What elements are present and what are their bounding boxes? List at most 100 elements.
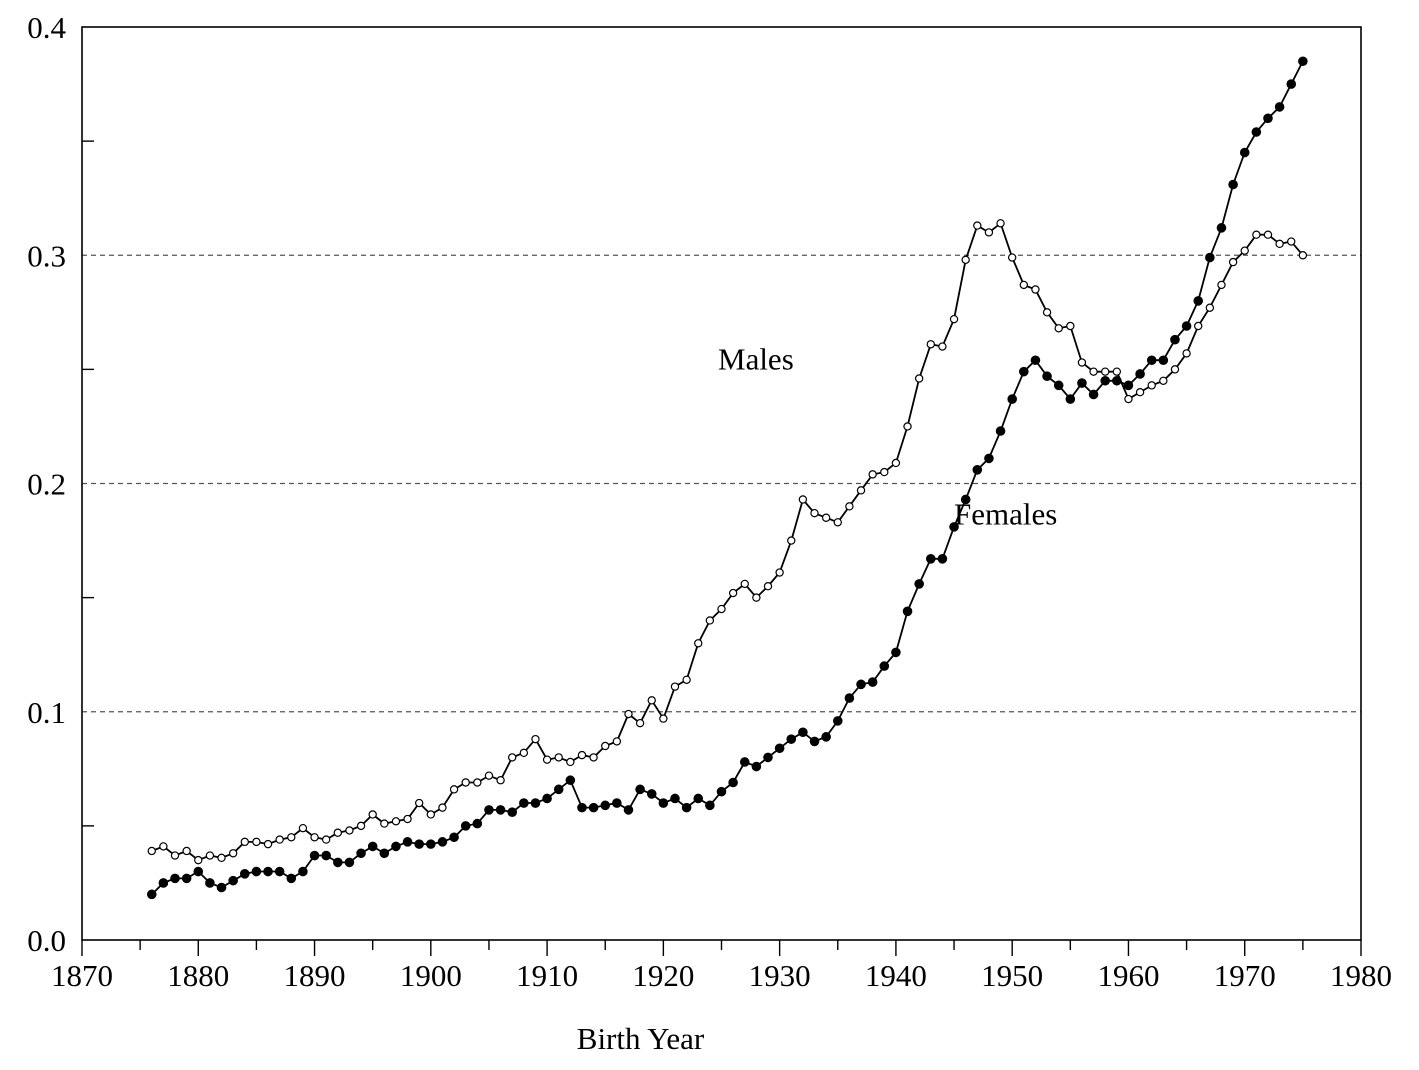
point-males-1896 (380, 819, 389, 828)
point-males-1974 (1287, 237, 1296, 246)
point-males-1955 (1066, 321, 1075, 331)
point-males-1925 (717, 604, 726, 614)
point-males-1895 (368, 810, 377, 819)
point-males-1890 (310, 833, 319, 842)
point-females-1889 (298, 866, 308, 877)
point-females-1883 (228, 875, 238, 886)
point-females-1942 (914, 579, 924, 589)
x-tick-label-1980: 1980 (1330, 958, 1392, 993)
point-females-1882 (216, 882, 227, 893)
point-males-1957 (1089, 367, 1098, 376)
point-males-1975 (1298, 251, 1308, 260)
point-males-1960 (1124, 394, 1133, 404)
point-males-1972 (1263, 230, 1273, 239)
point-males-1880 (194, 855, 203, 865)
point-males-1910 (542, 755, 552, 764)
point-females-1909 (530, 798, 541, 808)
point-males-1898 (403, 814, 412, 824)
point-males-1938 (868, 470, 877, 479)
point-females-1921 (670, 793, 680, 804)
point-males-1884 (240, 837, 249, 847)
y-tick-label-0.2: 0.2 (27, 467, 66, 502)
point-females-1926 (728, 777, 738, 788)
point-females-1931 (786, 734, 797, 744)
point-females-1919 (646, 789, 657, 799)
point-females-1918 (635, 784, 645, 795)
point-males-1937 (856, 486, 866, 495)
point-males-1922 (682, 675, 691, 684)
point-females-1947 (972, 465, 983, 475)
point-males-1924 (705, 616, 715, 625)
point-males-1916 (612, 737, 622, 746)
point-males-1949 (996, 219, 1005, 228)
point-females-1955 (1065, 394, 1076, 404)
point-females-1893 (344, 857, 355, 868)
point-females-1901 (437, 837, 448, 847)
point-males-1967 (1205, 303, 1215, 312)
point-females-1963 (1158, 355, 1169, 366)
point-females-1968 (1216, 223, 1227, 233)
point-females-1943 (925, 554, 936, 564)
point-males-1919 (647, 696, 656, 705)
point-females-1920 (658, 798, 669, 808)
x-tick-label-1890: 1890 (284, 958, 346, 993)
point-females-1951 (1019, 366, 1029, 377)
point-females-1905 (484, 805, 494, 815)
point-females-1936 (844, 693, 855, 703)
point-males-1968 (1217, 280, 1226, 290)
series (146, 56, 1308, 900)
annotation-males: Males (718, 341, 794, 376)
point-females-1946 (960, 494, 971, 505)
point-males-1973 (1275, 239, 1284, 249)
point-males-1923 (694, 639, 703, 648)
point-females-1953 (1042, 371, 1052, 382)
point-females-1886 (263, 866, 273, 877)
point-males-1950 (1007, 253, 1017, 262)
x-tick-label-1950: 1950 (981, 958, 1043, 993)
point-males-1886 (263, 839, 273, 849)
point-females-1930 (774, 743, 785, 754)
point-females-1891 (321, 850, 331, 861)
point-males-1942 (914, 374, 924, 383)
point-males-1879 (182, 846, 191, 856)
point-females-1966 (1193, 296, 1204, 306)
point-males-1900 (426, 810, 436, 819)
point-males-1956 (1077, 358, 1087, 367)
point-females-1969 (1228, 179, 1238, 190)
x-tick-label-1910: 1910 (516, 958, 578, 993)
x-axis-title: Birth Year (577, 1021, 705, 1056)
point-females-1922 (681, 802, 692, 813)
point-males-1952 (1031, 285, 1040, 294)
point-females-1899 (414, 839, 424, 849)
point-males-1915 (601, 741, 610, 751)
point-females-1928 (751, 761, 762, 772)
x-tick-label-1880: 1880 (167, 958, 229, 993)
point-males-1882 (217, 853, 226, 863)
point-females-1948 (984, 453, 994, 464)
point-males-1933 (810, 508, 819, 518)
point-males-1917 (624, 709, 633, 719)
point-females-1898 (402, 837, 413, 847)
point-males-1928 (752, 593, 761, 602)
point-males-1936 (845, 502, 854, 511)
y-tick-label-0.0: 0.0 (27, 923, 66, 958)
point-males-1959 (1112, 367, 1122, 376)
x-tick-label-1940: 1940 (865, 958, 927, 993)
y-tick-label-0.1: 0.1 (27, 695, 66, 730)
point-females-1973 (1274, 102, 1285, 112)
point-females-1915 (600, 800, 611, 811)
point-males-1876 (147, 846, 156, 856)
point-females-1916 (612, 798, 622, 808)
point-males-1887 (275, 835, 284, 844)
x-tick-label-1920: 1920 (632, 958, 694, 993)
point-females-1961 (1135, 369, 1145, 379)
point-males-1897 (391, 817, 401, 826)
point-males-1892 (333, 828, 342, 837)
point-females-1924 (705, 800, 715, 811)
point-females-1959 (1112, 375, 1122, 386)
point-females-1911 (553, 784, 564, 795)
x-tick-label-1970: 1970 (1214, 958, 1276, 993)
point-females-1887 (274, 866, 285, 877)
series-line-males (151, 221, 1304, 862)
point-males-1969 (1228, 257, 1238, 267)
